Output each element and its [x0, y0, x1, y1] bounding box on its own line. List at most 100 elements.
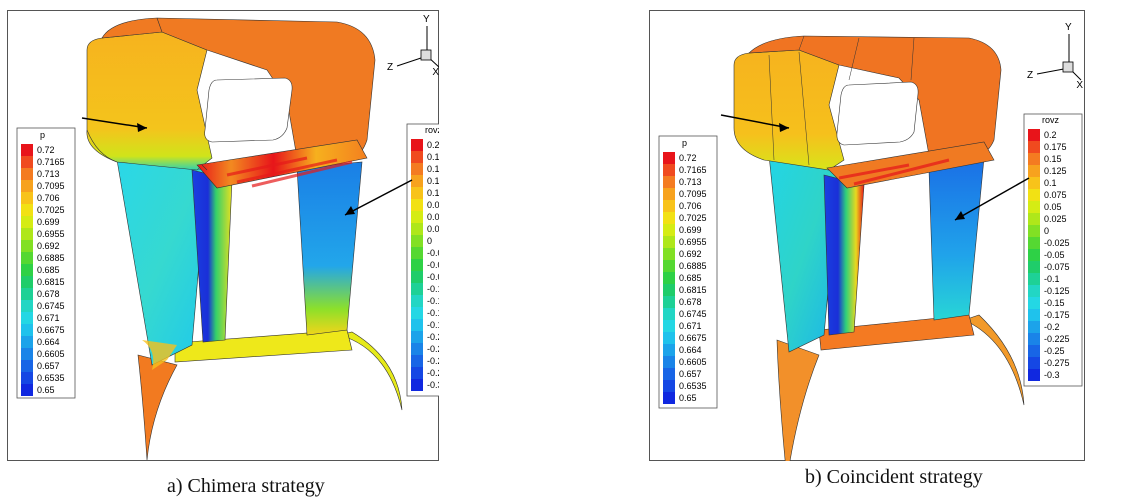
colorbar-tick-label: 0.05 — [427, 212, 439, 222]
colorbar-swatch — [21, 336, 33, 348]
legend-rovz-title: rovz — [425, 125, 439, 135]
colorbar-swatch — [663, 200, 675, 212]
colorbar-swatch — [1028, 345, 1040, 357]
colorbar-swatch — [411, 343, 423, 355]
colorbar-swatch — [21, 240, 33, 252]
colorbar-tick-label: 0.713 — [679, 177, 702, 187]
colorbar-swatch — [21, 348, 33, 360]
colorbar-tick-label: 0.075 — [427, 200, 439, 210]
top-opening — [836, 81, 919, 146]
colorbar-swatch — [663, 212, 675, 224]
colorbar-tick-label: -0.125 — [1044, 286, 1070, 296]
colorbar-swatch — [1028, 237, 1040, 249]
colorbar-tick-label: 0.678 — [679, 297, 702, 307]
colorbar-swatch — [1028, 297, 1040, 309]
colorbar-tick-label: 0.699 — [679, 225, 702, 235]
colorbar-swatch — [663, 164, 675, 176]
colorbar-swatch — [411, 139, 423, 151]
colorbar-tick-label: 0.6605 — [37, 349, 65, 359]
colorbar-tick-label: 0.175 — [427, 152, 439, 162]
arrow-to-top — [81, 117, 148, 132]
colorbar-swatch — [1028, 369, 1040, 381]
colorbar-swatch — [663, 260, 675, 272]
colorbar-tick-label: -0.175 — [427, 320, 439, 330]
colorbar-swatch — [663, 152, 675, 164]
colorbar-tick-label: 0.05 — [1044, 202, 1062, 212]
colorbar-tick-label: -0.2 — [1044, 322, 1060, 332]
colorbar-tick-label: 0.7025 — [37, 205, 65, 215]
panel-coincident-figure: Y Z X p 0.72 0.7165 0.713 0.7095 0.706 0.7025… — [649, 10, 1085, 481]
colorbar-tick-label: 0.699 — [37, 217, 60, 227]
colorbar-swatch — [663, 332, 675, 344]
colorbar-swatch — [1028, 141, 1040, 153]
colorbar-swatch — [21, 312, 33, 324]
colorbar-tick-label: 0 — [1044, 226, 1049, 236]
right-arch — [963, 314, 1025, 406]
colorbar-tick-label: 0.72 — [679, 153, 697, 163]
colorbar-swatch — [411, 307, 423, 319]
colorbar-swatch — [1028, 249, 1040, 261]
colorbar-swatch — [21, 252, 33, 264]
colorbar-swatch — [1028, 177, 1040, 189]
colorbar-tick-label: -0.275 — [1044, 358, 1070, 368]
colorbar-tick-label: 0.7165 — [37, 157, 65, 167]
colorbar-swatch — [663, 344, 675, 356]
legend-p: p 0.72 0.7165 0.713 0.7095 0.706 0.7025 0.699 0… — [658, 135, 718, 409]
colorbar-tick-label: -0.175 — [1044, 310, 1070, 320]
colorbar-swatch — [411, 355, 423, 367]
panel-chimera-figure: Y Z X p 0.72 0.7165 0.713 0.7095 0.706 0.7025… — [7, 10, 466, 461]
legend-p-title: p — [40, 130, 45, 140]
colorbar-tick-label: 0.6675 — [679, 333, 707, 343]
colorbar-swatch — [21, 264, 33, 276]
colorbar-swatch — [21, 372, 33, 384]
colorbar-tick-label: 0.7095 — [37, 181, 65, 191]
colorbar-swatch — [1028, 201, 1040, 213]
colorbar-swatch — [21, 204, 33, 216]
arrow-to-top — [720, 114, 790, 132]
colorbar-tick-label: -0.075 — [427, 272, 439, 282]
colorbar-tick-label: 0.6955 — [679, 237, 707, 247]
colorbar-tick-label: -0.25 — [1044, 346, 1065, 356]
colorbar-swatch — [21, 324, 33, 336]
right-arch — [338, 331, 403, 411]
colorbar-tick-label: 0.175 — [1044, 142, 1067, 152]
colorbar-tick-label: 0.125 — [1044, 166, 1067, 176]
colorbar-swatch — [663, 392, 675, 404]
colorbar-tick-label: 0.6815 — [37, 277, 65, 287]
legend-rovz-title: rovz — [1042, 115, 1060, 125]
axis-x-label: X — [432, 67, 439, 78]
colorbar-swatch — [411, 331, 423, 343]
colorbar-tick-label: 0.6885 — [679, 261, 707, 271]
colorbar-swatch — [21, 300, 33, 312]
colorbar-swatch — [21, 168, 33, 180]
top-floor — [826, 141, 995, 189]
colorbar-swatch — [411, 199, 423, 211]
left-arch — [137, 354, 178, 461]
bottom-bar — [818, 314, 975, 351]
top-opening — [204, 77, 293, 143]
colorbar-swatch — [21, 192, 33, 204]
colorbar-swatch — [1028, 261, 1040, 273]
colorbar-swatch — [411, 319, 423, 331]
colorbar-swatch — [663, 176, 675, 188]
colorbar-swatch — [1028, 285, 1040, 297]
caption-coincident: b) Coincident strategy — [805, 466, 983, 488]
colorbar-tick-label: 0.692 — [679, 249, 702, 259]
colorbar-tick-label: 0.15 — [427, 164, 439, 174]
colorbar-swatch — [663, 248, 675, 260]
legend-p-title: p — [682, 138, 687, 148]
caption-chimera: a) Chimera strategy — [167, 475, 325, 497]
colorbar-tick-label: -0.275 — [427, 368, 439, 378]
colorbar-tick-label: -0.15 — [1044, 298, 1065, 308]
colorbar-tick-label: 0.664 — [37, 337, 60, 347]
colorbar-tick-label: 0.72 — [37, 145, 55, 155]
colorbar-swatch — [663, 272, 675, 284]
colorbar-tick-label: -0.05 — [1044, 250, 1065, 260]
colorbar-tick-label: 0.65 — [679, 393, 697, 403]
axis-z-label: Z — [1027, 70, 1033, 81]
colorbar-swatch — [663, 236, 675, 248]
colorbar-tick-label: 0.6815 — [679, 285, 707, 295]
colorbar-swatch — [1028, 153, 1040, 165]
colorbar-tick-label: -0.075 — [1044, 262, 1070, 272]
colorbar-tick-label: -0.25 — [427, 356, 439, 366]
